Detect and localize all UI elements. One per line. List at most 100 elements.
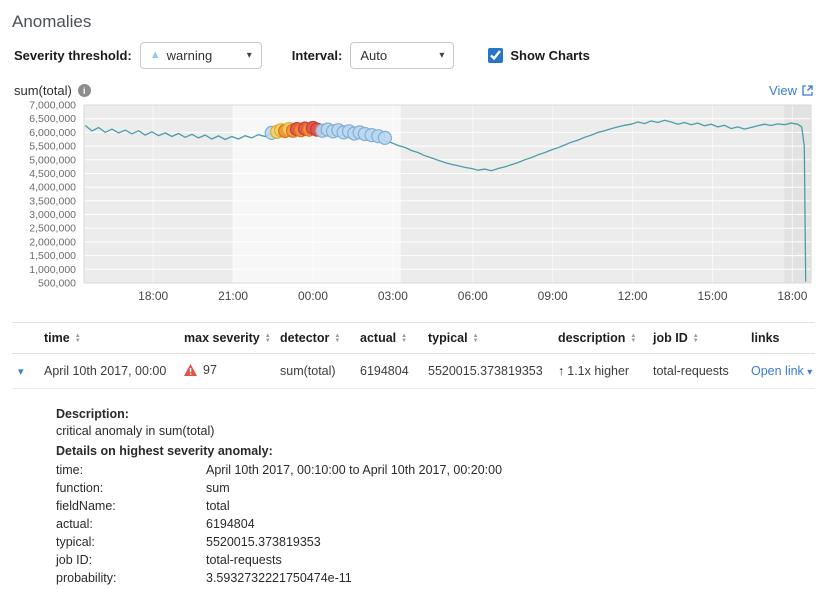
cell-detector: sum(total) — [274, 353, 354, 389]
svg-text:09:00: 09:00 — [538, 289, 568, 303]
detail-value: 5520015.373819353 — [206, 535, 321, 549]
svg-text:03:00: 03:00 — [378, 289, 408, 303]
column-header-detector[interactable]: detector ▲ ▼ — [274, 322, 354, 354]
warning-severity-icon: ▲ — [149, 49, 161, 61]
table-row: ▾ April 10th 2017, 00:00 97 sum(total) 6… — [12, 353, 815, 389]
show-charts-label: Show Charts — [510, 48, 590, 63]
show-charts-toggle[interactable]: Show Charts — [488, 48, 590, 63]
sort-icon[interactable]: ▲ ▼ — [401, 332, 408, 344]
detail-key: fieldName: — [56, 499, 116, 513]
svg-text:4,000,000: 4,000,000 — [29, 182, 76, 194]
sort-icon[interactable]: ▲ ▼ — [264, 332, 271, 344]
detail-value: 3.5932732221750474e-11 — [206, 571, 352, 585]
chart-metric-label: sum(total) — [14, 83, 72, 98]
svg-text:3,500,000: 3,500,000 — [29, 195, 76, 207]
table-header-row: time ▲ ▼ max severity ▲ ▼ detector ▲ ▼ actual ▲ ▼ ty… — [12, 322, 815, 354]
column-header-max-severity[interactable]: max severity ▲ ▼ — [178, 322, 274, 354]
svg-text:21:00: 21:00 — [218, 289, 248, 303]
expander-column-header — [12, 322, 38, 354]
cell-time: April 10th 2017, 00:00 — [38, 353, 178, 389]
svg-text:2,000,000: 2,000,000 — [29, 236, 76, 248]
svg-text:15:00: 15:00 — [697, 289, 727, 303]
detail-row: probability: 3.5932732221750474e-11 — [56, 569, 815, 587]
show-charts-checkbox[interactable] — [488, 48, 504, 63]
detail-value: sum — [206, 481, 230, 495]
chart-header: sum(total) i View — [14, 83, 813, 98]
detail-key: job ID: — [56, 553, 93, 567]
detail-row: typical: 5520015.373819353 — [56, 533, 815, 551]
detail-row: actual: 6194804 — [56, 515, 815, 533]
svg-text:06:00: 06:00 — [458, 289, 488, 303]
chevron-down-icon: ▾ — [246, 49, 252, 61]
open-link-dropdown[interactable]: Open link ▾ — [745, 353, 815, 389]
anomalies-table: time ▲ ▼ max severity ▲ ▼ detector ▲ ▼ actual ▲ ▼ ty… — [12, 322, 815, 389]
interval-value: Auto — [360, 48, 388, 63]
view-link[interactable]: View — [769, 83, 813, 98]
page-title: Anomalies — [12, 12, 92, 31]
svg-text:4,500,000: 4,500,000 — [29, 168, 76, 180]
column-header-job-id[interactable]: job ID ▲ ▼ — [647, 322, 745, 354]
critical-severity-icon — [184, 364, 197, 376]
column-header-links: links — [745, 322, 815, 354]
svg-text:6,500,000: 6,500,000 — [29, 113, 76, 125]
svg-text:5,000,000: 5,000,000 — [29, 154, 76, 166]
svg-text:7,000,000: 7,000,000 — [29, 101, 76, 112]
svg-text:5,500,000: 5,500,000 — [29, 141, 76, 153]
anomaly-details-panel: Description: critical anomaly in sum(tot… — [12, 389, 815, 587]
svg-text:2,500,000: 2,500,000 — [29, 223, 76, 235]
severity-score: 97 — [203, 363, 217, 377]
sort-icon[interactable]: ▲ ▼ — [630, 332, 637, 344]
detail-row: fieldName: total — [56, 497, 815, 515]
detail-value: 6194804 — [206, 517, 255, 531]
sort-icon[interactable]: ▲ ▼ — [692, 332, 699, 344]
column-header-typical[interactable]: typical ▲ ▼ — [422, 322, 552, 354]
description-text: critical anomaly in sum(total) — [56, 424, 215, 438]
details-fields: time: April 10th 2017, 00:10:00 to April … — [56, 461, 815, 587]
severity-threshold-select[interactable]: ▲ warning ▾ — [139, 42, 262, 69]
severity-threshold-value: warning — [166, 48, 213, 63]
cell-max-severity: 97 — [184, 363, 217, 377]
column-header-time[interactable]: time ▲ ▼ — [38, 322, 178, 354]
detail-key: actual: — [56, 517, 93, 531]
cell-actual: 6194804 — [354, 353, 422, 389]
sort-icon[interactable]: ▲ ▼ — [334, 332, 341, 344]
detail-value: total-requests — [206, 553, 282, 567]
up-arrow-icon: ↑ — [558, 364, 565, 378]
detail-value: April 10th 2017, 00:10:00 to April 10th … — [206, 463, 503, 477]
external-link-icon — [802, 85, 813, 96]
interval-label: Interval: — [291, 48, 343, 63]
column-header-description[interactable]: description ▲ ▼ — [552, 322, 647, 354]
detail-row: function: sum — [56, 479, 815, 497]
svg-text:500,000: 500,000 — [38, 278, 76, 290]
info-icon[interactable]: i — [77, 84, 91, 97]
chart-metric: sum(total) i — [14, 83, 91, 98]
detail-key: typical: — [56, 535, 95, 549]
detail-row: time: April 10th 2017, 00:10:00 to April … — [56, 461, 815, 479]
sort-icon[interactable]: ▲ ▼ — [472, 332, 479, 344]
description-label: Description: — [56, 407, 129, 421]
chevron-down-icon: ▾ — [439, 49, 445, 61]
detail-key: function: — [56, 481, 104, 495]
interval-select[interactable]: Auto ▾ — [350, 42, 455, 69]
svg-text:1,000,000: 1,000,000 — [29, 264, 76, 276]
detail-key: probability: — [56, 571, 117, 585]
svg-text:18:00: 18:00 — [138, 289, 168, 303]
sort-icon[interactable]: ▲ ▼ — [74, 332, 81, 344]
controls-bar: Severity threshold: ▲ warning ▾ Interval… — [14, 42, 815, 69]
details-section-label: Details on highest severity anomaly: — [56, 444, 273, 458]
svg-text:6,000,000: 6,000,000 — [29, 127, 76, 139]
svg-text:12:00: 12:00 — [618, 289, 648, 303]
column-header-actual[interactable]: actual ▲ ▼ — [354, 322, 422, 354]
detail-value: total — [206, 499, 230, 513]
svg-text:3,000,000: 3,000,000 — [29, 209, 76, 221]
cell-job-id: total-requests — [647, 353, 745, 389]
svg-text:18:00: 18:00 — [777, 289, 807, 303]
open-link-label: Open link — [751, 364, 804, 378]
svg-text:00:00: 00:00 — [298, 289, 328, 303]
detail-row: job ID: total-requests — [56, 551, 815, 569]
severity-threshold-label: Severity threshold: — [14, 48, 132, 63]
anomaly-timeseries-chart[interactable]: 500,000 1,000,000 1,500,000 2,000,0002,500,… — [12, 100, 815, 307]
collapse-row-icon[interactable]: ▾ — [18, 366, 24, 378]
chevron-down-icon: ▾ — [807, 367, 813, 378]
view-link-label: View — [769, 83, 797, 98]
